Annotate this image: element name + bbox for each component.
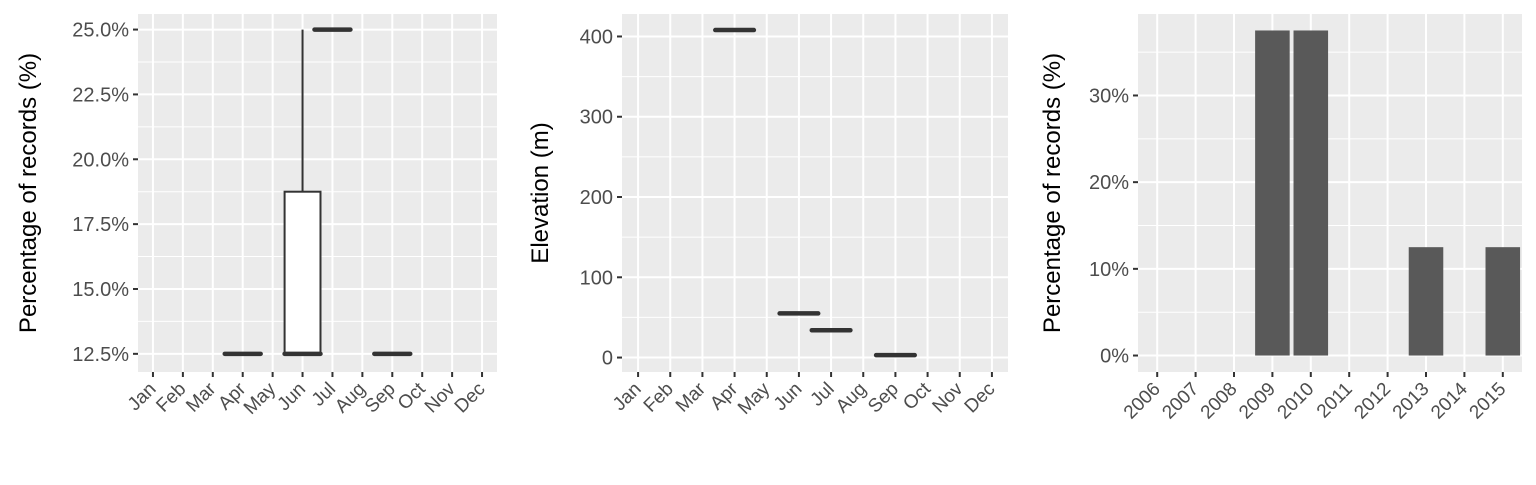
y-tick-label: 400 [580,26,613,48]
y-tick-label: 12.5% [72,344,129,366]
y-axis-label: Elevation (m) [527,122,554,263]
x-tick-label: 2011 [1313,379,1357,423]
x-tick-label: Apr [706,378,742,414]
y-axis-label: Percentage of records (%) [1039,53,1066,333]
x-tick-label: Feb [640,379,678,417]
y-tick-label: 30% [1089,85,1129,107]
chart-panel-3: 0%10%20%30%20062007200820092010201120122… [1039,14,1522,423]
x-tick-label: 2015 [1466,379,1511,424]
x-tick-label: Mar [672,378,710,416]
x-tick-label: May [734,378,775,419]
x-tick-label: 2010 [1274,379,1319,424]
x-tick-label: 2006 [1120,379,1165,424]
x-tick-label: Oct [394,378,430,414]
y-axis-label: Percentage of records (%) [15,53,42,333]
x-tick-label: Aug [832,379,871,418]
bar-2010 [1293,30,1329,356]
y-tick-label: 10% [1089,259,1129,281]
y-tick-label: 20% [1089,172,1129,194]
y-tick-label: 0 [602,348,613,370]
y-tick-label: 17.5% [72,214,129,236]
y-tick-label: 300 [580,107,613,129]
x-tick-label: 2012 [1350,379,1395,424]
x-tick-label: Jun [274,379,311,416]
x-tick-label: Dec [451,379,490,418]
box-Jun [282,29,323,357]
x-tick-label: Jun [770,379,807,416]
x-tick-label: 2009 [1235,379,1280,424]
y-tick-label: 15.0% [72,279,129,301]
x-tick-label: Aug [331,379,370,418]
x-tick-label: Nov [929,378,968,417]
x-tick-label: Jul [807,379,839,411]
y-tick-label: 0% [1100,346,1129,368]
x-tick-label: Dec [961,379,1000,418]
x-tick-label: 2008 [1197,379,1242,424]
x-tick-label: Feb [152,379,190,417]
y-tick-label: 22.5% [72,84,129,106]
bar-2015 [1485,247,1521,356]
y-tick-label: 200 [580,187,613,209]
x-tick-label: 2014 [1427,378,1472,423]
x-tick-label: 2013 [1389,379,1434,424]
x-tick-label: Jan [609,379,646,416]
bar-2009 [1255,30,1290,356]
bar-2013 [1408,247,1444,356]
x-tick-label: Mar [182,378,220,416]
x-tick-label: 2007 [1158,379,1203,424]
x-tick-label: Sep [361,379,400,418]
y-tick-label: 25.0% [72,20,129,42]
x-tick-label: Sep [864,379,903,418]
y-tick-label: 20.0% [72,149,129,171]
x-tick-label: Jan [124,379,161,416]
box-body [283,190,322,355]
plot-panel-background [622,14,1008,372]
y-tick-label: 100 [580,267,613,289]
x-tick-label: Oct [899,378,935,414]
